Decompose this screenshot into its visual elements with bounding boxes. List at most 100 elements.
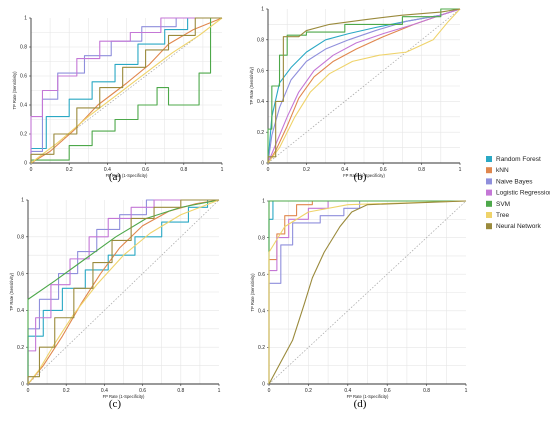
y-axis-label: TP Rate (Sensitivity) xyxy=(250,273,255,312)
y-tick-label: 0.4 xyxy=(257,99,264,105)
y-tick-label: 0.2 xyxy=(257,130,264,136)
legend-label: Logistic Regression xyxy=(496,190,550,197)
x-tick-label: 0.8 xyxy=(180,167,187,173)
roc-curve-random-forest xyxy=(30,17,222,163)
panel-label: (d) xyxy=(354,398,367,410)
x-tick-label: 0.4 xyxy=(101,388,108,394)
y-tick-label: 0.6 xyxy=(17,271,24,277)
y-tick-label: 0.6 xyxy=(258,272,265,278)
x-axis-label: FP Rate (1-Specificity) xyxy=(343,173,385,178)
x-tick-label: 0.8 xyxy=(423,388,430,394)
y-tick-label: 0.6 xyxy=(20,74,27,80)
roc-panel-b: 0 0.2 0.4 0.6 0.8 1 0 0.2 0.4 0.6 0.8 1 FP Rate (1-S… xyxy=(249,7,462,183)
legend-swatch xyxy=(486,200,492,207)
y-tick-label: 1 xyxy=(24,16,27,22)
x-tick-label: 0.8 xyxy=(177,388,184,394)
legend-item-random-forest: Random Forest xyxy=(486,156,541,163)
y-tick-label: 1 xyxy=(261,7,264,13)
roc-curves xyxy=(30,17,223,164)
x-tick-label: 0.2 xyxy=(305,388,312,394)
diagonal-reference-line xyxy=(27,199,220,385)
y-tick-label: 0 xyxy=(21,382,24,388)
y-tick-label: 0.2 xyxy=(258,345,265,351)
x-tick-label: 0 xyxy=(27,388,30,394)
roc-curve-logistic-regression xyxy=(30,17,222,163)
legend-swatch xyxy=(486,223,492,230)
x-axis-label: FP Rate (1-Specificity) xyxy=(103,394,145,399)
legend-item-neural-network: Neural Network xyxy=(486,223,542,230)
roc-panel-a: 0 0.2 0.4 0.6 0.8 1 0 0.2 0.4 0.6 0.8 1 FP Rate (1-S… xyxy=(12,16,224,183)
y-axis-label: TP Rate (Sensitivity) xyxy=(9,272,14,311)
y-tick-label: 0.2 xyxy=(17,345,24,351)
legend-label: kNN xyxy=(496,167,509,174)
y-tick-label: 0.8 xyxy=(20,45,27,51)
y-tick-label: 0.4 xyxy=(17,308,24,314)
roc-curve-logistic-regression xyxy=(267,8,461,164)
y-tick-label: 1 xyxy=(21,198,24,204)
y-tick-label: 0.8 xyxy=(258,235,265,241)
diagonal-reference-line xyxy=(268,200,467,385)
roc-panel-d: 0 0.2 0.4 0.6 0.8 1 0 0.2 0.4 0.6 0.8 1 FP Rate (1-S… xyxy=(250,199,468,410)
roc-curve-naive-bayes xyxy=(30,17,222,163)
legend-item-naive-bayes: Naive Bayes xyxy=(486,178,533,185)
legend-label: Neural Network xyxy=(496,223,542,230)
roc-curve-logistic-regression xyxy=(268,200,466,384)
legend-swatch xyxy=(486,156,492,162)
x-tick-label: 0.6 xyxy=(139,388,146,394)
roc-curve-neural-network xyxy=(268,200,467,385)
y-axis-label: TP Rate (Sensitivity) xyxy=(249,66,254,105)
roc-curve-naive-bayes xyxy=(267,8,461,164)
legend-label: Random Forest xyxy=(496,156,541,163)
roc-curve-logistic-regression xyxy=(27,199,219,384)
x-tick-label: 0 xyxy=(267,167,270,173)
y-tick-label: 0 xyxy=(261,161,264,167)
x-tick-label: 0.4 xyxy=(104,167,111,173)
legend-swatch xyxy=(486,167,492,174)
roc-curve-tree xyxy=(267,8,461,164)
x-tick-label: 0.6 xyxy=(380,167,387,173)
legend-swatch xyxy=(486,212,492,218)
roc-curve-knn xyxy=(30,17,223,164)
x-tick-label: 1 xyxy=(218,388,221,394)
x-tick-label: 0.6 xyxy=(384,388,391,394)
x-tick-label: 0 xyxy=(268,388,271,394)
roc-curve-random-forest xyxy=(27,199,219,384)
panel-label: (b) xyxy=(354,171,367,183)
x-tick-label: 0.2 xyxy=(66,167,73,173)
y-tick-label: 0.4 xyxy=(20,103,27,109)
x-tick-label: 1 xyxy=(459,167,462,173)
roc-curve-neural-network xyxy=(27,199,219,384)
y-tick-label: 0 xyxy=(24,161,27,167)
y-tick-label: 1 xyxy=(262,199,265,205)
y-tick-label: 0.4 xyxy=(258,309,265,315)
roc-curve-tree xyxy=(268,200,467,384)
roc-curve-svm xyxy=(267,8,460,163)
roc-curve-tree xyxy=(30,17,223,164)
x-tick-label: 0.4 xyxy=(341,167,348,173)
panel-label: (c) xyxy=(109,398,122,410)
x-tick-label: 1 xyxy=(221,167,224,173)
x-axis-label: FP Rate (1-Specificity) xyxy=(347,394,389,399)
legend-item-svm: SVM xyxy=(486,200,510,208)
x-tick-label: 0 xyxy=(30,167,33,173)
roc-curves xyxy=(267,8,461,164)
roc-curve-neural-network xyxy=(30,17,222,163)
y-tick-label: 0.2 xyxy=(20,132,27,138)
y-axis-label: TP Rate (Sensitivity) xyxy=(12,71,17,110)
legend-label: Tree xyxy=(496,212,510,219)
roc-curve-naive-bayes xyxy=(27,199,219,384)
x-tick-label: 0.2 xyxy=(303,167,310,173)
x-tick-label: 0.6 xyxy=(142,167,149,173)
legend-item-knn: kNN xyxy=(486,167,509,174)
roc-curve-svm xyxy=(30,17,222,163)
roc-curves xyxy=(27,199,220,385)
roc-curve-tree xyxy=(27,199,220,385)
x-axis-label: FP Rate (1-Specificity) xyxy=(106,173,148,178)
legend-item-tree: Tree xyxy=(486,212,510,219)
panel-label: (a) xyxy=(109,171,122,183)
x-tick-label: 1 xyxy=(465,388,468,394)
roc-curve-knn xyxy=(268,200,466,384)
legend-label: SVM xyxy=(496,201,510,208)
roc-curves xyxy=(268,200,467,385)
